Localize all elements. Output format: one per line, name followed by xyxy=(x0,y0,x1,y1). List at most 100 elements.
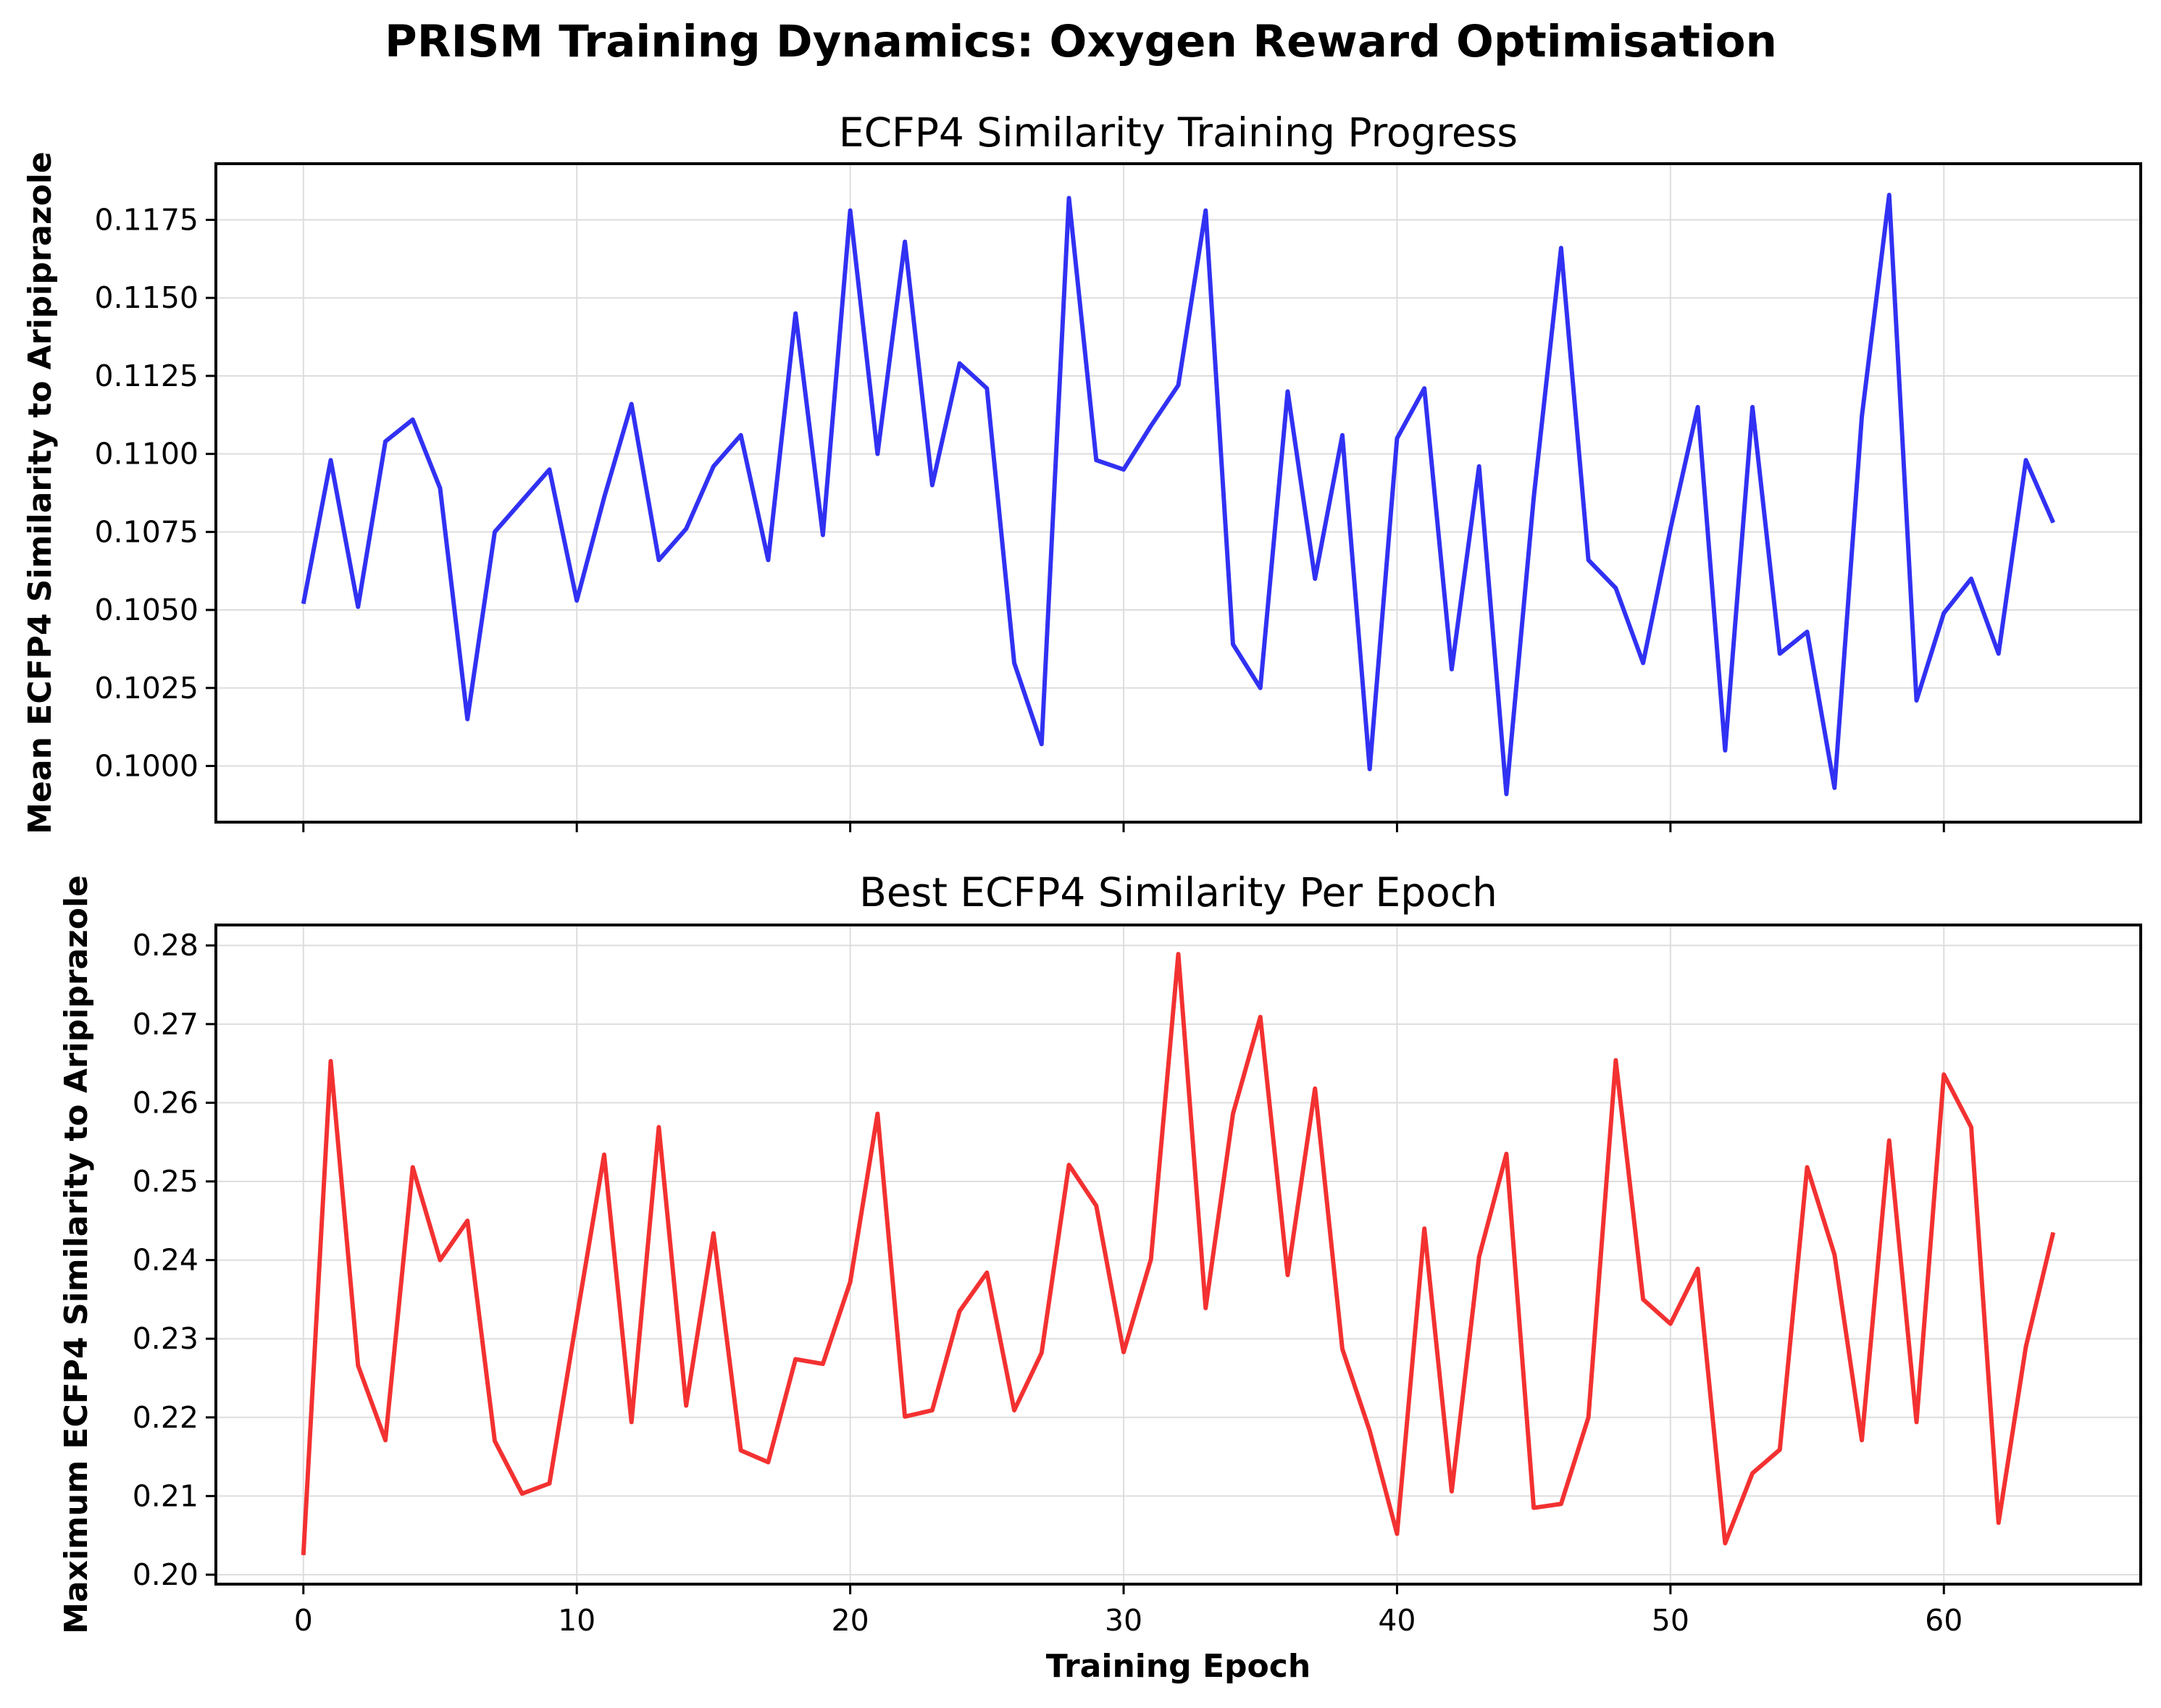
data-point xyxy=(330,459,332,461)
data-point xyxy=(795,313,796,314)
data-point xyxy=(357,1365,359,1366)
axes-frame xyxy=(214,162,2142,824)
data-point xyxy=(1150,1258,1152,1260)
data-point xyxy=(330,1060,332,1062)
data-point xyxy=(603,1154,605,1155)
x-tick-label: 20 xyxy=(832,1603,869,1638)
y-tick-label: 0.1000 xyxy=(95,748,198,783)
data-point xyxy=(1177,953,1179,955)
best-similarity-panel: 0.20 0.21 0.22 0.23 0.24 0.25 0.26 0.27 0.28 0 10 2… xyxy=(58,869,2142,1685)
x-tick-label: 30 xyxy=(1105,1603,1142,1638)
data-point xyxy=(958,363,961,364)
y-tick-label: 0.20 xyxy=(133,1557,198,1592)
figure-title: PRISM Training Dynamics: Oxygen Reward O… xyxy=(385,16,1777,67)
data-point xyxy=(1697,406,1699,408)
data-point xyxy=(1205,1307,1206,1309)
data-point xyxy=(767,559,769,561)
y-tick-label: 0.1100 xyxy=(95,437,198,472)
data-point xyxy=(1588,559,1589,561)
data-point xyxy=(1205,210,1206,212)
data-point xyxy=(1123,469,1124,470)
y-axis-label: Maximum ECFP4 Similarity to Aripiprazole xyxy=(58,875,95,1634)
data-point xyxy=(1970,578,1972,579)
data-point xyxy=(1424,388,1425,389)
data-point xyxy=(631,403,632,405)
data-point xyxy=(1724,1542,1726,1544)
data-point xyxy=(1915,1421,1918,1423)
y-tick-label: 0.1150 xyxy=(95,280,198,315)
data-point xyxy=(1041,743,1042,745)
y-axis-label: Mean ECFP4 Similarity to Aripiprazole xyxy=(22,151,59,834)
data-point xyxy=(1424,1228,1425,1229)
data-point xyxy=(1314,1088,1316,1089)
y-tick-label: 0.1025 xyxy=(95,671,198,706)
data-point xyxy=(1232,1113,1234,1115)
data-point xyxy=(1970,1126,1972,1128)
data-point xyxy=(685,1405,687,1407)
data-point xyxy=(1697,1268,1699,1270)
data-point xyxy=(1834,1254,1835,1255)
data-point xyxy=(685,528,687,529)
data-point xyxy=(1861,1439,1863,1441)
mean-similarity-panel: 0.1000 0.1025 0.1050 0.1075 0.1100 0.1125 0.11… xyxy=(22,109,2142,834)
data-point xyxy=(1779,653,1781,654)
data-point xyxy=(1260,1016,1261,1018)
x-tick-label: 10 xyxy=(558,1603,595,1638)
x-tick-label: 60 xyxy=(1925,1603,1963,1638)
y-tick-label: 0.25 xyxy=(133,1164,198,1199)
x-axis-label: Training Epoch xyxy=(1046,1648,1311,1685)
axes-title: Best ECFP4 Similarity Per Epoch xyxy=(859,869,1497,916)
data-point xyxy=(2052,522,2054,524)
x-tick-label: 40 xyxy=(1378,1603,1416,1638)
data-point xyxy=(877,453,878,455)
data-point xyxy=(1779,1449,1781,1450)
data-point xyxy=(631,1421,632,1423)
data-point xyxy=(303,603,304,605)
data-point xyxy=(548,469,551,470)
axes-frame xyxy=(214,924,2142,1586)
y-tick-label: 0.1125 xyxy=(95,359,198,393)
data-point xyxy=(1095,459,1097,461)
data-point xyxy=(303,1554,304,1556)
x-tick-label: 0 xyxy=(294,1603,313,1638)
data-point xyxy=(1505,1153,1507,1155)
data-point xyxy=(1314,578,1316,579)
data-point xyxy=(1834,787,1835,789)
data-point xyxy=(958,1310,961,1312)
y-tick-label: 0.26 xyxy=(133,1085,198,1120)
data-point xyxy=(1670,528,1671,529)
data-point xyxy=(1041,1352,1042,1354)
data-point xyxy=(1505,793,1507,795)
data-point xyxy=(1260,687,1261,689)
data-point xyxy=(1095,1205,1097,1207)
data-point xyxy=(1588,1417,1589,1418)
data-point xyxy=(1287,1274,1289,1276)
data-point xyxy=(713,1233,714,1234)
data-point xyxy=(2052,1231,2054,1234)
data-point xyxy=(877,1113,878,1115)
y-tick-label: 0.23 xyxy=(133,1321,198,1356)
y-tick-label: 0.24 xyxy=(133,1243,198,1278)
data-point xyxy=(904,1416,906,1418)
data-point xyxy=(412,419,414,420)
data-point xyxy=(412,1166,414,1168)
data-point xyxy=(822,1363,824,1365)
plot-area xyxy=(216,164,2141,822)
data-point xyxy=(904,241,906,243)
y-tick-label: 0.1075 xyxy=(95,514,198,549)
data-point xyxy=(357,606,359,608)
y-tick-label: 0.27 xyxy=(133,1007,198,1042)
y-tick-label: 0.22 xyxy=(133,1400,198,1435)
data-point xyxy=(1232,643,1234,645)
data-point xyxy=(740,1449,742,1451)
axes-title: ECFP4 Similarity Training Progress xyxy=(839,109,1518,156)
y-tick-label: 0.1050 xyxy=(95,593,198,627)
data-point xyxy=(795,1358,796,1360)
data-point xyxy=(1150,425,1152,427)
y-tick-label: 0.21 xyxy=(133,1478,198,1513)
data-point xyxy=(1670,1323,1671,1325)
data-point xyxy=(1615,587,1616,589)
y-tick-label: 0.28 xyxy=(133,928,198,963)
data-point xyxy=(1998,653,1999,654)
